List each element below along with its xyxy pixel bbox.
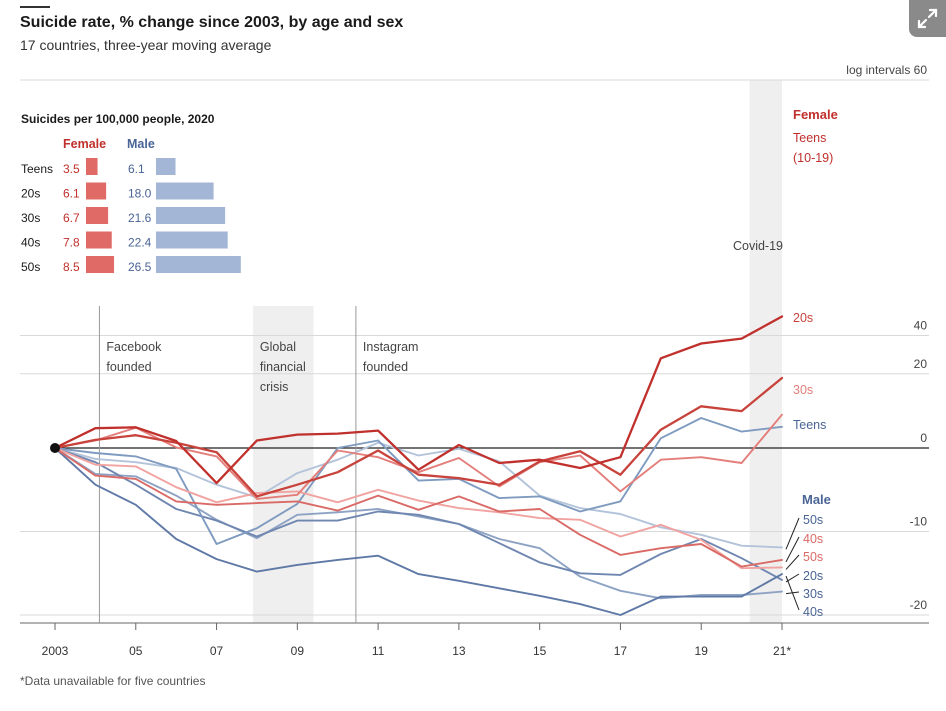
footnote: *Data unavailable for five countries	[20, 674, 206, 688]
inset-female-bar	[86, 207, 109, 224]
chart-subtitle: 17 countries, three-year moving average	[20, 37, 272, 53]
series-line-female-40s	[54, 447, 783, 568]
end-label-male-teens: Teens	[793, 418, 826, 432]
leader-line	[785, 536, 800, 563]
inset-male-bar	[156, 256, 241, 273]
series-line-male-40s	[54, 447, 783, 616]
inset-male-value: 21.6	[128, 211, 152, 225]
inset-female-value: 6.1	[63, 187, 80, 201]
header-rule	[20, 6, 50, 8]
end-label-stacked: 30s	[803, 587, 823, 601]
end-label-stacked: 50s	[803, 513, 823, 527]
x-tick-label: 07	[210, 644, 224, 658]
legend-female-header: Female	[793, 107, 838, 122]
end-label-female-teens: Teens	[793, 131, 826, 145]
inset-background	[14, 104, 279, 284]
y-tick-label: -20	[910, 598, 928, 612]
event-band	[749, 80, 782, 623]
inset-male-value: 26.5	[128, 260, 152, 274]
inset-female-value: 7.8	[63, 236, 80, 250]
leader-line	[785, 554, 800, 570]
series-line-female-50s	[54, 447, 783, 570]
series-line-female-20s	[53, 376, 784, 498]
event-label: crisis	[260, 380, 288, 394]
x-tick-label: 11	[372, 644, 385, 658]
event-label: Facebook	[106, 340, 162, 354]
inset-bar-chart: Suicides per 100,000 people, 2020 Female M…	[14, 104, 279, 284]
x-tick-label: 05	[129, 644, 143, 658]
inset-female-header: Female	[63, 137, 106, 151]
inset-female-bar	[86, 256, 115, 273]
series-line-male-30s	[54, 447, 783, 600]
inset-male-bar	[156, 182, 214, 200]
y-tick-label: log intervals 60	[846, 63, 927, 77]
origin-dot	[50, 443, 60, 453]
end-label-stacked: 40s	[803, 532, 823, 546]
x-tick-label: 17	[614, 644, 628, 658]
end-label-stacked: 50s	[803, 550, 823, 564]
inset-male-bar	[156, 158, 176, 175]
series-line-female-30s	[54, 413, 783, 500]
x-tick-label: 21*	[773, 644, 791, 658]
inset-male-bar	[156, 207, 226, 224]
inset-category-label: 20s	[21, 187, 40, 201]
inset-female-bar	[86, 231, 112, 249]
chart-title: Suicide rate, % change since 2003, by ag…	[20, 14, 404, 31]
expand-icon	[917, 8, 938, 29]
inset-title: Suicides per 100,000 people, 2020	[21, 112, 215, 126]
inset-female-value: 3.5	[63, 162, 80, 176]
inset-category-label: 40s	[21, 236, 40, 250]
end-label-stacked: 40s	[803, 605, 823, 619]
event-label: financial	[260, 360, 306, 374]
inset-female-value: 6.7	[63, 211, 80, 225]
series-group	[53, 315, 784, 616]
end-label-female-teens: (10-19)	[793, 151, 833, 165]
inset-male-value: 18.0	[128, 187, 152, 201]
leader-line	[785, 517, 800, 550]
event-label: Instagram	[363, 340, 419, 354]
inset-female-bar	[86, 182, 107, 200]
x-tick-label: 15	[533, 644, 547, 658]
event-label: Covid-19	[733, 239, 783, 253]
inset-female-bar	[86, 158, 98, 175]
event-label: founded	[363, 360, 408, 374]
end-label-female-20s: 20s	[793, 311, 813, 325]
x-tick-label: 09	[291, 644, 305, 658]
y-tick-label: 20	[914, 357, 928, 371]
series-line-male-teens	[54, 417, 783, 545]
inset-male-bar	[156, 231, 228, 249]
end-label-female-30s: 30s	[793, 383, 813, 397]
inset-category-label: 50s	[21, 260, 40, 274]
inset-category-label: 30s	[21, 211, 40, 225]
inset-category-label: Teens	[21, 162, 53, 176]
y-tick-label: 0	[920, 431, 927, 445]
inset-male-header: Male	[127, 137, 155, 151]
end-label-stacked: 20s	[803, 569, 823, 583]
series-line-male-20s	[54, 447, 783, 581]
y-tick-label: 40	[914, 319, 928, 333]
expand-button[interactable]	[909, 0, 946, 37]
x-tick-label: 2003	[42, 644, 69, 658]
line-chart: log intervals 60 40 20 0 -10 -20 Facebook found…	[14, 63, 929, 658]
legend-male-header: Male	[802, 492, 831, 507]
inset-male-value: 22.4	[128, 236, 152, 250]
inset-female-value: 8.5	[63, 260, 80, 274]
y-tick-label: -10	[910, 515, 928, 529]
event-label: Global	[260, 340, 296, 354]
series-line-female-teens	[53, 315, 784, 485]
event-label: founded	[106, 360, 151, 374]
leader-line	[785, 575, 800, 611]
x-tick-label: 19	[695, 644, 709, 658]
x-tick-label: 13	[452, 644, 466, 658]
inset-male-value: 6.1	[128, 162, 145, 176]
